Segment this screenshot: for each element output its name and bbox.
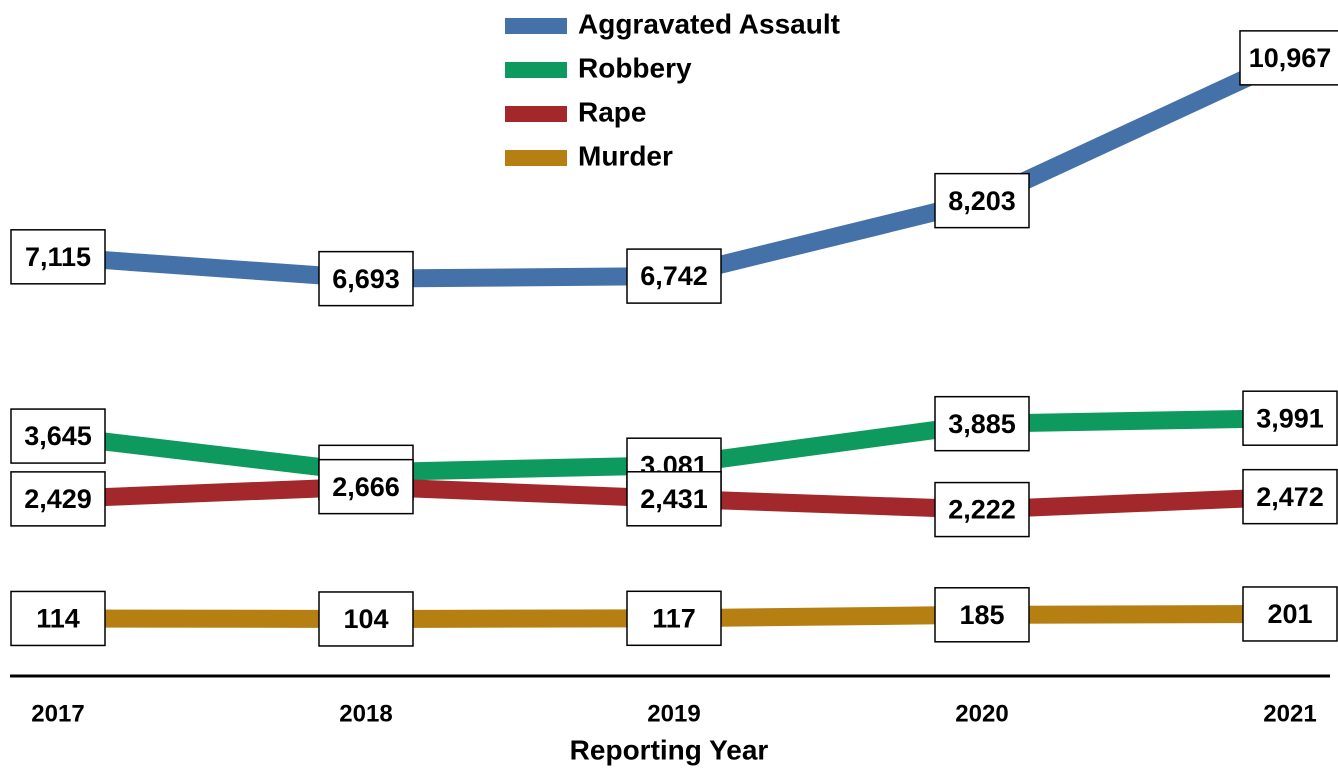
value-label-box: [10, 229, 106, 285]
value-label: 2,431: [640, 484, 708, 514]
value-label-box: [318, 458, 414, 515]
value-label: 2,472: [1256, 482, 1324, 512]
value-label: 2,429: [24, 484, 92, 514]
legend-swatch: [505, 18, 567, 34]
value-label: 10,967: [1249, 43, 1332, 73]
legend-label: Robbery: [578, 52, 692, 83]
x-tick-label: 2018: [339, 700, 392, 727]
value-label-box: [626, 248, 722, 304]
value-label-box: [1242, 586, 1338, 642]
legend-label: Murder: [578, 140, 673, 171]
value-label-box: [626, 471, 722, 527]
value-label: 185: [959, 600, 1004, 630]
x-tick-label: 2020: [955, 700, 1008, 727]
value-label: 7,115: [25, 242, 91, 272]
value-label: 117: [652, 603, 696, 633]
value-label-box: [934, 395, 1030, 452]
value-label-box: [10, 590, 106, 647]
value-label: 114: [36, 604, 80, 634]
value-label: 2,222: [948, 495, 1016, 525]
value-label-box: [10, 408, 106, 464]
value-label-box: [626, 590, 722, 647]
x-axis-label: Reporting Year: [570, 734, 769, 765]
series-line: [57, 49, 1294, 288]
value-label-box: [1242, 390, 1338, 446]
value-label: 2,666: [332, 472, 400, 502]
value-label-box: [10, 471, 106, 527]
value-label: 8,203: [948, 186, 1016, 216]
legend-label: Aggravated Assault: [578, 8, 840, 39]
value-label: 3,885: [948, 409, 1016, 439]
value-label: 6,742: [640, 261, 708, 291]
value-label-box: [934, 481, 1030, 538]
value-label: 3,991: [1256, 403, 1324, 433]
legend-swatch: [505, 150, 567, 166]
value-label-box: [934, 172, 1030, 229]
legend-label: Rape: [578, 96, 646, 127]
legend-swatch: [505, 62, 567, 78]
x-tick-label: 2021: [1263, 700, 1316, 727]
value-label: 104: [343, 604, 388, 634]
value-label: 6,693: [332, 264, 400, 294]
x-tick-label: 2019: [647, 700, 700, 727]
value-label-box: [1242, 468, 1338, 525]
value-label-box: [318, 250, 414, 307]
value-label: 201: [1267, 599, 1312, 629]
value-label-box: [934, 587, 1030, 643]
value-label-box: [1239, 30, 1338, 86]
value-label-box: [318, 591, 414, 647]
x-tick-label: 2017: [31, 700, 84, 727]
value-label: 3,645: [24, 421, 92, 451]
legend-swatch: [505, 106, 567, 122]
